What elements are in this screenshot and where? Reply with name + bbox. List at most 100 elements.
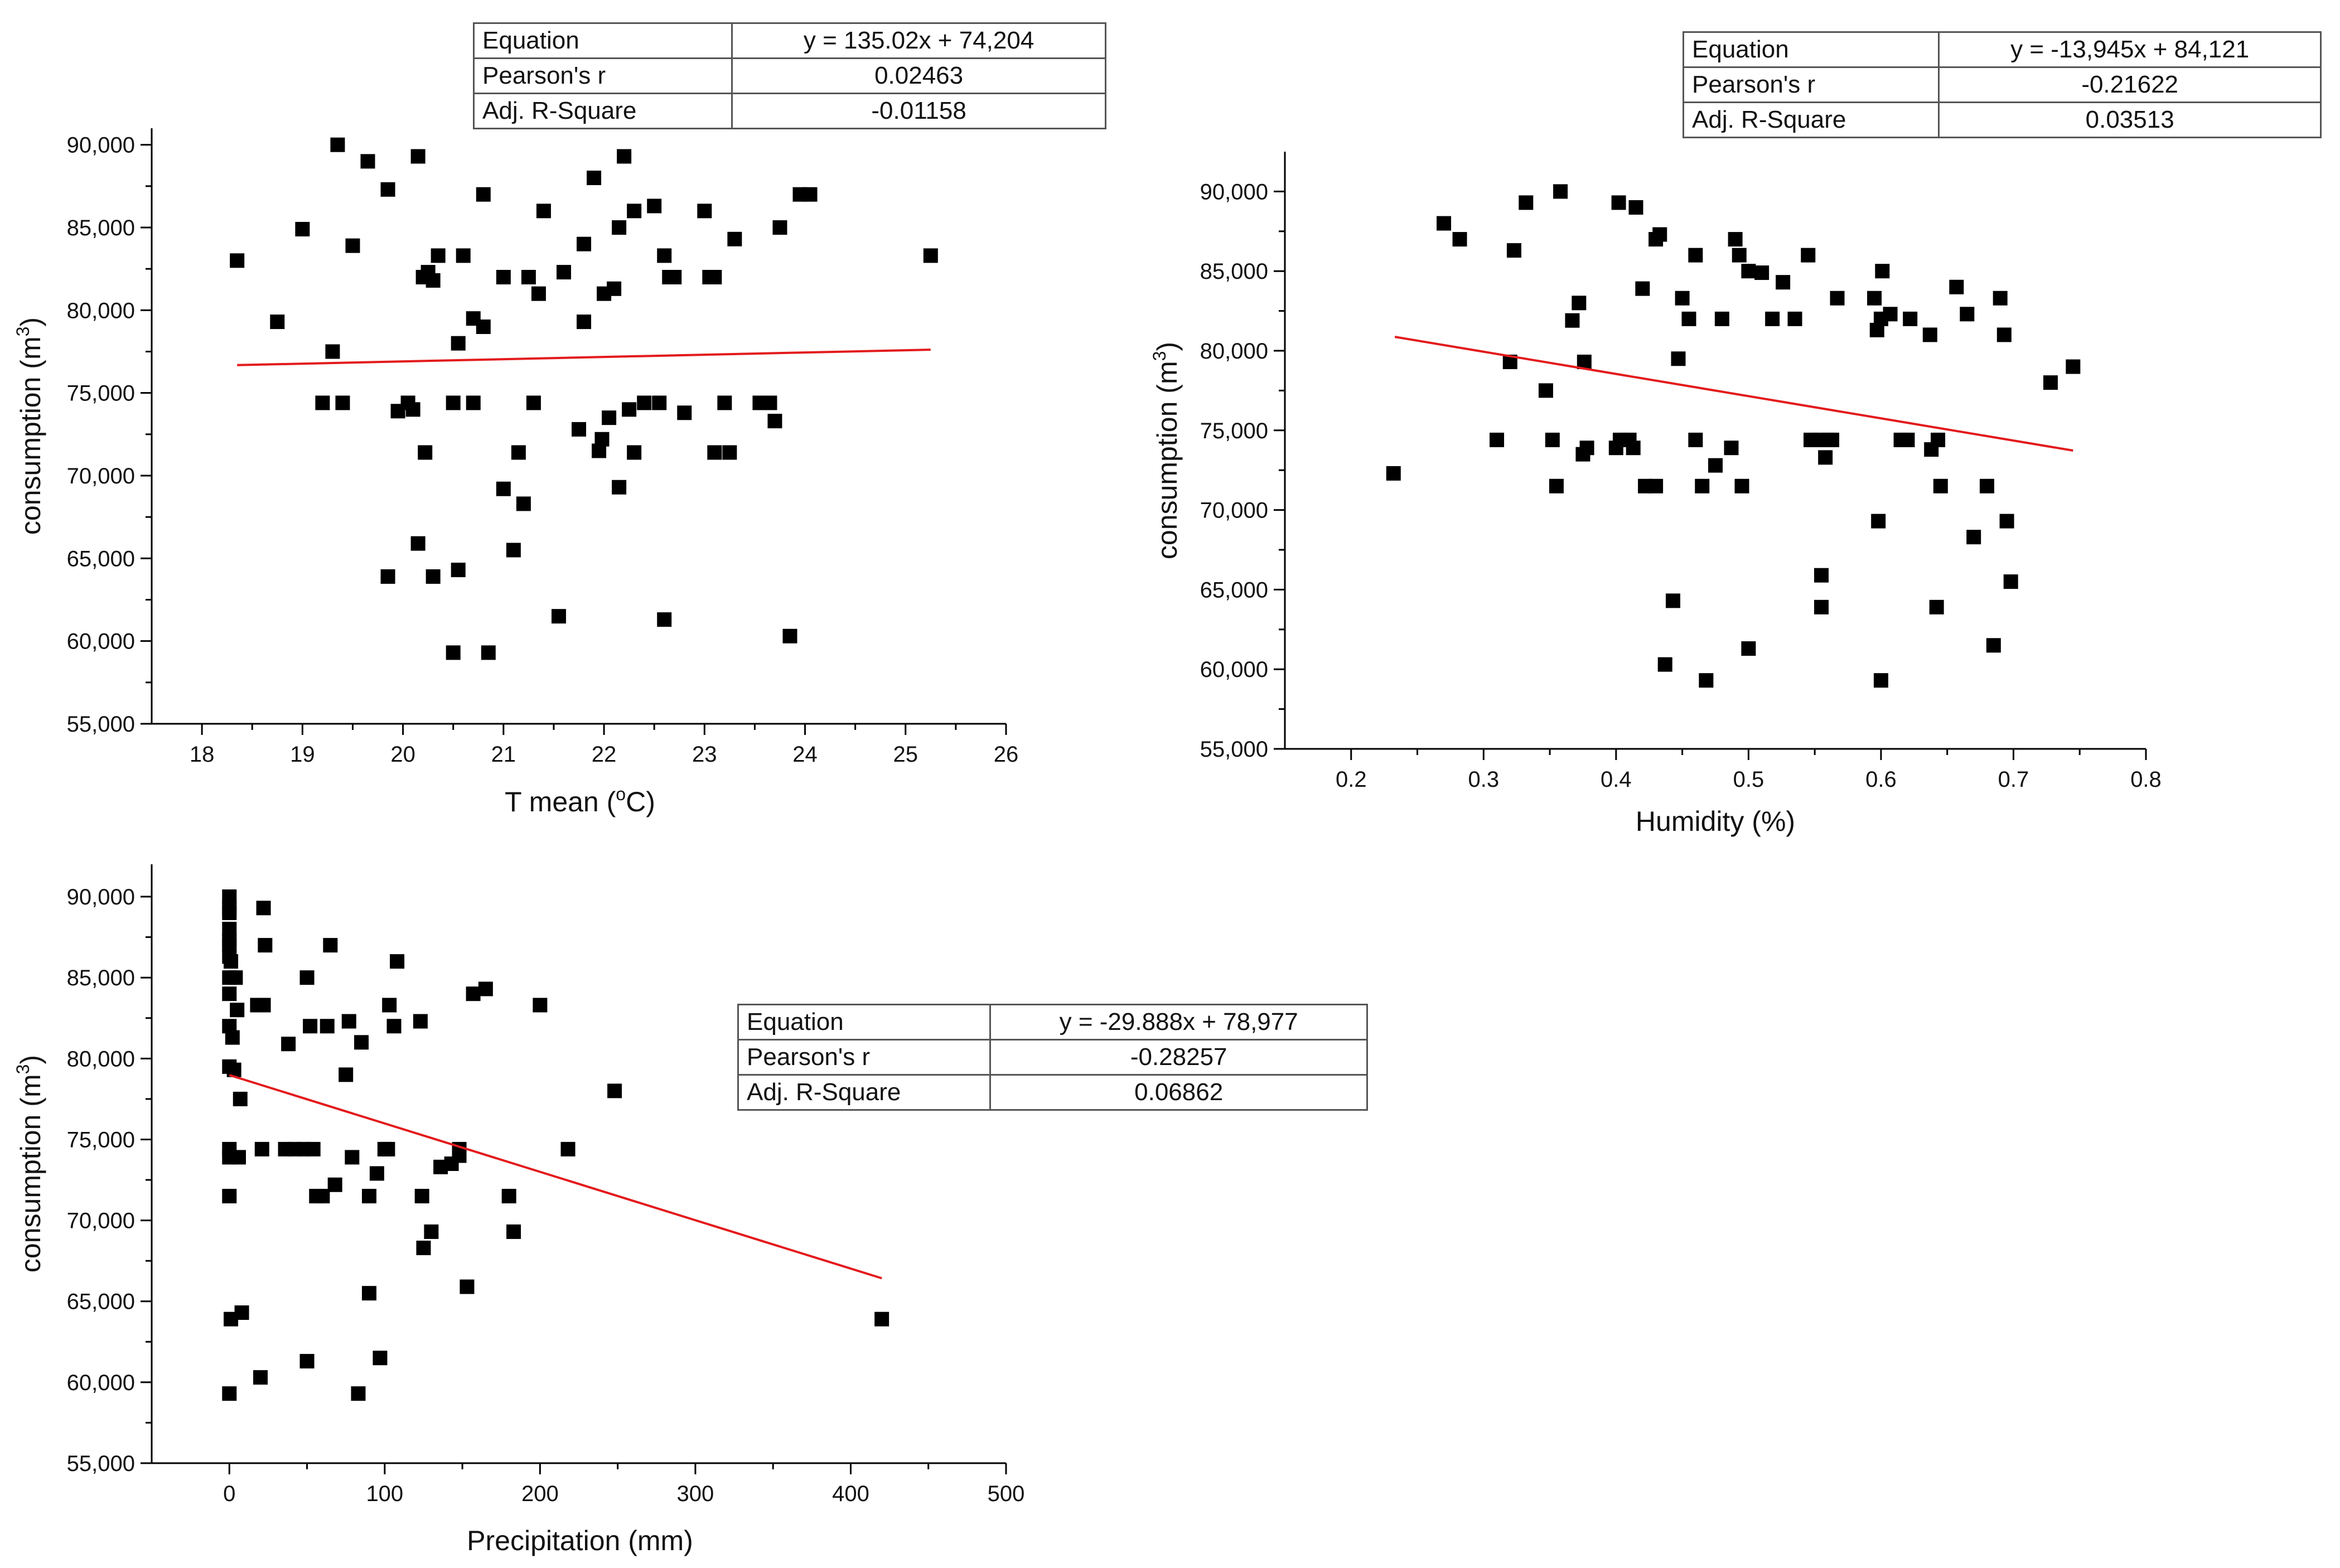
scatter-point [516,496,531,511]
stats-row-pearson: Pearson's r -0.21622 [1682,66,2322,103]
stats-value: 0.03513 [1938,101,2322,138]
x-tick-label: 20 [390,742,415,767]
scatter-point [456,248,471,263]
scatter-point [612,220,627,235]
x-tick-label: 300 [677,1482,714,1506]
scatter-point [707,270,722,284]
stats-row-pearson: Pearson's r -0.28257 [737,1039,1368,1076]
y-tick-label: 85,000 [67,966,135,990]
scatter-point [258,938,273,953]
y-tick-label: 90,000 [67,885,135,909]
scatter-point [521,270,536,284]
y-axis-label-text: consumption (m [15,1074,46,1272]
scatter-point [782,628,797,643]
scatter-point [1825,432,1840,447]
scatter-point [1628,200,1643,215]
scatter-point [315,395,330,410]
scatter-point [1814,568,1829,583]
scatter-point [299,1354,315,1369]
scatter-point [233,1091,248,1106]
scatter-point [345,238,360,253]
scatter-point [762,395,777,410]
x-axis-label-text: T mean ( [505,786,616,817]
stats-label: Adj. R-Square [472,93,733,129]
scatter-point [496,481,511,496]
scatter-point [1572,296,1587,311]
stats-label: Equation [472,22,733,59]
scatter-point [339,1067,354,1082]
scatter-point [382,998,397,1013]
y-tick-label: 60,000 [1200,657,1268,682]
scatter-point [478,981,493,996]
scatter-point [627,204,642,219]
y-tick-label: 70,000 [67,464,135,488]
scatter-point [1922,327,1937,342]
scatter-point [222,1386,237,1401]
scatter-point [587,171,602,185]
scatter-point [414,1189,429,1204]
scatter-point [1900,432,1915,447]
scatter-point [222,906,237,921]
x-tick-label: 400 [832,1482,869,1506]
stats-table-tmean: Equation y = 135.02x + 74,204 Pearson's r… [472,22,1106,129]
scatter-point [446,645,461,660]
scatter-point [1776,275,1791,290]
scatter-point [231,1150,246,1165]
fit-line [229,1074,882,1280]
scatter-point [460,1279,475,1294]
scatter-point [1873,673,1888,688]
y-tick-label: 75,000 [67,1127,135,1152]
x-axis-label-tail: C) [626,786,655,817]
scatter-point [369,1166,384,1181]
scatter-point [253,1370,268,1385]
y-tick-label: 55,000 [67,1451,135,1476]
y-tick-label: 75,000 [67,381,135,406]
scatter-point [320,1019,335,1034]
scatter-point [874,1311,889,1327]
scatter-point [506,543,521,558]
stats-label: Equation [737,1004,992,1041]
x-tick-label: 23 [692,742,717,767]
scatter-point [772,220,787,235]
scatter-point [476,187,491,202]
scatter-point [727,231,742,246]
y-tick-label: 80,000 [1200,339,1268,364]
stats-value: y = -29.888x + 78,977 [989,1004,1368,1041]
scatter-point [418,445,433,460]
x-tick-label: 22 [592,742,617,767]
scatter-point [1741,264,1756,279]
scatter-point [281,1037,296,1052]
x-tick-label: 0 [223,1482,235,1506]
scatter-point [2066,359,2081,374]
scatter-point [577,314,592,330]
y-axis-label: consumption (m3) [13,317,46,535]
scatter-point [1867,291,1882,306]
scatter-point [410,536,426,551]
scatter-point [556,265,571,280]
x-tick-label: 0.5 [1733,767,1764,792]
scatter-point [230,253,245,268]
scatter-point [299,970,315,985]
scatter-point [1830,291,1845,306]
scatter-point [533,998,548,1013]
stats-table-humidity: Equation y = -13,945x + 84,121 Pearson's … [1682,31,2322,138]
scatter-point [1933,478,1948,493]
scatter-point [451,563,466,578]
scatter-point [361,1286,376,1301]
scatter-point [1999,514,2014,529]
scatter-point [602,410,617,425]
scatter-point [451,336,466,351]
scatter-point [390,954,405,969]
scatter-point [256,901,271,916]
y-axis-label-sup: 3 [13,1064,33,1075]
stats-value: y = -13,945x + 84,121 [1938,31,2322,68]
scatter-point [506,1224,521,1239]
x-tick-label: 100 [366,1482,403,1506]
scatter-point [707,445,722,460]
scatter-point [1699,673,1714,688]
x-tick-label: 26 [994,742,1019,767]
x-tick-label: 0.6 [1865,767,1897,792]
scatter-point [1657,657,1672,672]
scatter-point [1695,478,1710,493]
